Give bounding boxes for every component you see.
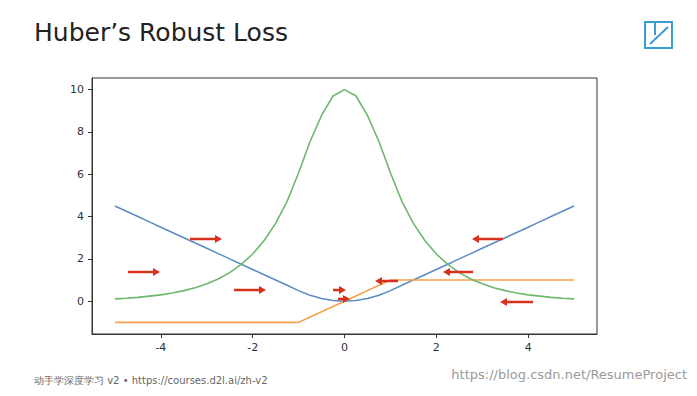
svg-text:10: 10	[70, 83, 84, 96]
svg-text:6: 6	[77, 168, 84, 181]
svg-text:-2: -2	[247, 341, 258, 354]
svg-text:4: 4	[77, 210, 84, 223]
svg-text:4: 4	[525, 341, 532, 354]
html-text:动手学深度学习 v2 • https://courses.d: 动手学深度学习 v2 • https://courses.d2l.ai/zh-v…	[34, 375, 268, 386]
svg-text:2: 2	[433, 341, 440, 354]
svg-text:2: 2	[77, 252, 84, 265]
svg-text:8: 8	[77, 125, 84, 138]
svg-text:-4: -4	[155, 341, 166, 354]
html-text:https://blog.csdn.net/ResumePr: https://blog.csdn.net/ResumeProject	[451, 367, 687, 382]
svg-text:0: 0	[341, 341, 348, 354]
svg-text:0: 0	[77, 295, 84, 308]
html-text:Huber’s Robust Loss: Huber’s Robust Loss	[34, 18, 288, 47]
